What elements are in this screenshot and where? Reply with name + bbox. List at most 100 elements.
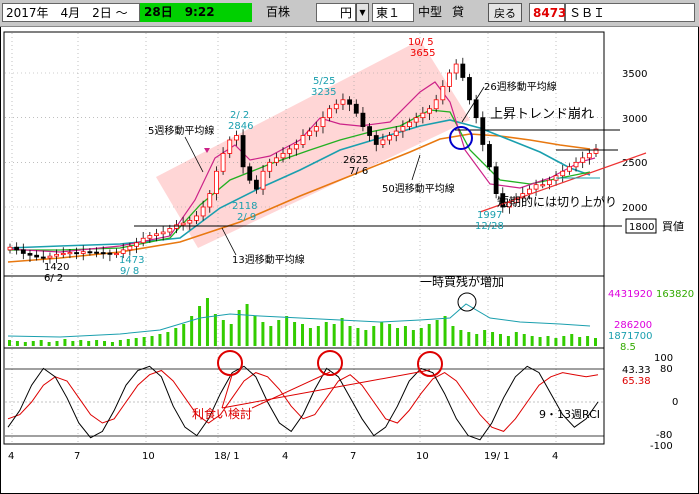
volume-bar xyxy=(79,340,83,346)
low5-date: 12/28 xyxy=(475,221,504,232)
candle xyxy=(27,253,33,256)
candle xyxy=(94,251,99,254)
candle xyxy=(34,254,40,258)
candle xyxy=(580,157,586,163)
volume-bar xyxy=(87,341,91,346)
candle xyxy=(540,184,546,187)
currency-select[interactable]: 円 xyxy=(316,3,356,22)
candle xyxy=(327,108,333,119)
candle xyxy=(67,252,73,255)
ma13-label: 13週移動平均線 xyxy=(232,253,305,266)
candle xyxy=(427,108,432,114)
volume-bar xyxy=(23,342,27,346)
low2-value: 2118 xyxy=(232,201,257,212)
volume-bar xyxy=(237,310,241,346)
rci-panel xyxy=(3,347,605,445)
volume-bar xyxy=(95,340,99,346)
buy-price-box xyxy=(625,218,657,234)
peak2-value: 2846 xyxy=(228,121,253,132)
candle xyxy=(573,161,579,168)
peak-value: 3235 xyxy=(311,87,336,98)
candle xyxy=(40,256,46,259)
volume-bar xyxy=(332,324,336,346)
volume-bar xyxy=(594,338,597,346)
candle xyxy=(407,121,412,127)
volume-bar xyxy=(110,342,114,346)
candle xyxy=(493,166,499,195)
unit-label: 百株 xyxy=(266,5,291,19)
volume-bar xyxy=(166,332,170,346)
volume-bar xyxy=(221,320,225,346)
back-button[interactable]: 戻る xyxy=(488,3,522,22)
volume-bar xyxy=(118,340,122,346)
volume-bar xyxy=(8,340,11,346)
candle xyxy=(300,135,306,145)
rci-tick: -100 xyxy=(650,441,673,452)
ma13-line xyxy=(8,109,591,251)
volume-bar xyxy=(293,322,297,346)
volume-bar xyxy=(324,322,328,346)
candle xyxy=(174,224,179,229)
low4-value: 1420 xyxy=(44,262,69,273)
x-axis-label: 10 xyxy=(142,451,155,462)
volume-annotation: 一時買残が増加 xyxy=(420,274,504,289)
candle xyxy=(80,251,86,254)
marker-triangle xyxy=(204,148,210,153)
volume-bar xyxy=(403,326,407,346)
volume-bar xyxy=(277,320,281,346)
candle xyxy=(293,144,299,150)
stock-code-field[interactable]: 8473 xyxy=(529,3,566,22)
candle xyxy=(207,193,213,208)
volume-bar xyxy=(427,324,431,346)
profit-line-1 xyxy=(221,369,431,409)
volume-bar xyxy=(269,326,273,346)
low2-date: 2/ 9 xyxy=(237,212,256,223)
candle xyxy=(160,231,166,235)
candle xyxy=(480,117,486,145)
volume-bar xyxy=(538,337,542,346)
volume-bar xyxy=(562,336,566,346)
rci-label: 9・13週RCI xyxy=(539,408,600,421)
volume-value-3: 286200 xyxy=(614,320,652,331)
volume-bar xyxy=(340,318,344,346)
volume-bar xyxy=(103,341,107,346)
ma26-label: 26週移動平均線 xyxy=(484,80,557,93)
candle xyxy=(320,117,326,127)
ma26-pointer xyxy=(461,86,485,123)
candle xyxy=(467,77,472,101)
rci-value-1: 43.33 xyxy=(622,365,651,376)
low3-date: 9/ 8 xyxy=(120,266,139,277)
end-date-field[interactable]: 28日 9:22 xyxy=(140,3,252,22)
rci-tick: -80 xyxy=(656,430,672,441)
peak-date: 5/25 xyxy=(313,76,335,87)
price-tick: 2000 xyxy=(622,203,647,214)
candle xyxy=(107,252,113,255)
candle xyxy=(14,246,20,251)
volume-bar xyxy=(498,334,502,346)
peak-circle-3 xyxy=(417,351,443,377)
rci-13-line xyxy=(7,369,599,432)
volume-bar xyxy=(15,341,19,346)
candle xyxy=(347,99,353,105)
candle xyxy=(527,188,532,194)
volume-circle xyxy=(457,292,477,312)
volume-bar xyxy=(554,338,558,346)
candle xyxy=(413,117,419,123)
x-axis-label: 7 xyxy=(74,451,80,462)
market-field[interactable]: 東１ xyxy=(372,3,414,22)
candle xyxy=(440,86,446,101)
chevron-down-icon[interactable]: ▼ xyxy=(356,3,369,22)
stock-name-field[interactable]: ＳＢＩ xyxy=(565,3,695,22)
volume-bar xyxy=(142,337,146,346)
high-value: 3655 xyxy=(410,48,435,59)
x-axis-label: 4 xyxy=(282,451,288,462)
date-range-field[interactable]: 2017年 4月 2日 ～ xyxy=(2,3,140,22)
candle xyxy=(140,237,146,244)
volume-bar xyxy=(570,334,574,346)
volume-bar xyxy=(31,341,35,346)
candle xyxy=(380,139,386,145)
candle xyxy=(500,193,506,208)
uptrend-channel xyxy=(156,40,470,248)
volume-ma-line xyxy=(7,303,591,338)
